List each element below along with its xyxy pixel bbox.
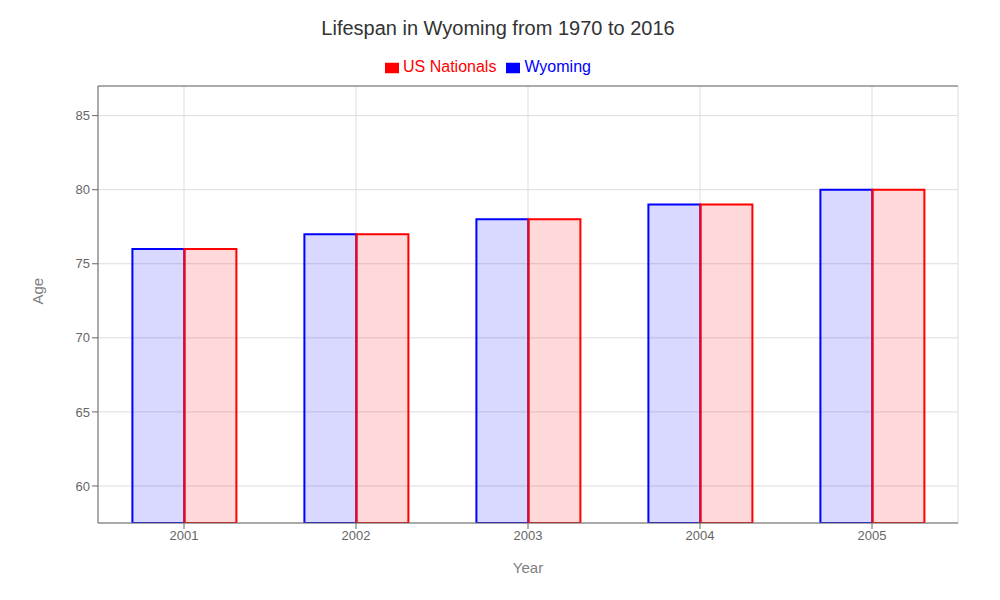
svg-text:2001: 2001 (170, 528, 199, 543)
html-text:US Nationals: US Nationals (403, 58, 497, 75)
html-text:Lifespan in Wyoming from 1970: Lifespan in Wyoming from 1970 to 2016 (321, 17, 675, 39)
svg-text:60: 60 (76, 479, 90, 494)
html-text:Wyoming: Wyoming (524, 58, 591, 75)
svg-text:65: 65 (76, 405, 90, 420)
svg-text:2002: 2002 (342, 528, 371, 543)
svg-text:70: 70 (76, 330, 90, 345)
svg-text:2004: 2004 (686, 528, 715, 543)
svg-text:2003: 2003 (514, 528, 543, 543)
svg-text:Age: Age (29, 278, 46, 305)
svg-text:Year: Year (513, 559, 543, 576)
svg-text:85: 85 (76, 108, 90, 123)
svg-text:2005: 2005 (858, 528, 887, 543)
svg-text:75: 75 (76, 256, 90, 271)
svg-text:80: 80 (76, 182, 90, 197)
